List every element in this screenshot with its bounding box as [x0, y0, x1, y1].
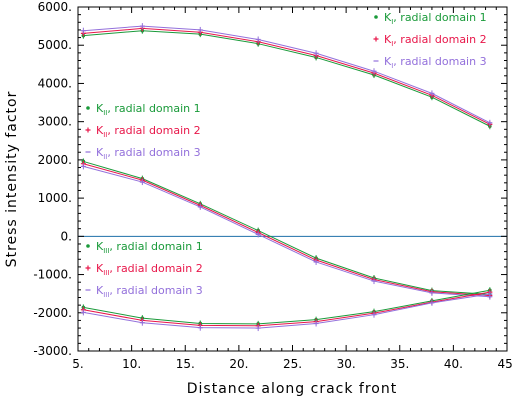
data-point [374, 15, 378, 19]
series-line [83, 160, 490, 295]
legend-label: KIII, radial domain 2 [96, 262, 203, 277]
y-tick-label: -3000. [33, 344, 72, 358]
series-line [83, 27, 491, 125]
x-tick-label: 25. [283, 357, 302, 371]
data-point [373, 36, 379, 42]
y-tick-label: -1000. [33, 268, 72, 282]
y-tick-label: 2000. [38, 153, 72, 167]
legend-entry: KIII, radial domain 1 [86, 240, 203, 255]
x-tick-label: 30. [337, 357, 356, 371]
legend-entry: KIII, radial domain 2 [85, 262, 203, 277]
y-tick-label: 0. [61, 229, 72, 243]
data-point [86, 106, 90, 110]
series-line [83, 165, 490, 298]
x-tick-label: 5. [72, 357, 83, 371]
legend-entry: KII, radial domain 2 [85, 124, 201, 139]
series-line [83, 163, 490, 297]
x-axis-ticks: 5. 10. 15. 20. 25. 30. 35. 40. 45. [72, 7, 514, 371]
x-axis-title: Distance along crack front [187, 381, 398, 397]
series-iii-3 [80, 291, 493, 332]
plot-frame [77, 6, 508, 352]
x-tick-label: 45. [497, 357, 514, 371]
data-point [85, 127, 91, 133]
legend-entry: KI, radial domain 1 [374, 11, 487, 26]
x-tick-label: 35. [390, 357, 409, 371]
legend-entry: KIII, radial domain 3 [85, 284, 203, 299]
y-tick-label: -2000. [33, 306, 72, 320]
series-line [83, 289, 490, 325]
legend-layer: KI, radial domain 1 KI, radial domain 2 KI… [85, 11, 487, 299]
y-tick-label: 6000. [38, 0, 72, 14]
series-line [83, 293, 490, 329]
y-tick-label: 3000. [38, 115, 72, 129]
legend-label: KIII, radial domain 1 [96, 240, 203, 255]
legend-entry: KII, radial domain 3 [85, 146, 201, 161]
series-layer [80, 23, 493, 332]
legend-entry: KI, radial domain 2 [373, 33, 487, 48]
x-tick-label: 40. [444, 357, 463, 371]
y-tick-label: 4000. [38, 76, 72, 90]
series-i-3 [80, 23, 493, 126]
data-point [85, 265, 91, 271]
y-tick-label: 5000. [38, 38, 72, 52]
legend-label: KIII, radial domain 3 [96, 284, 203, 299]
legend-entry: KI, radial domain 3 [373, 55, 487, 70]
y-tick-label: 1000. [38, 191, 72, 205]
legend-label: KII, radial domain 2 [96, 124, 201, 139]
legend-label: KI, radial domain 3 [384, 55, 487, 70]
legend-label: KI, radial domain 1 [384, 11, 487, 26]
series-line [83, 30, 491, 127]
y-axis-title: Stress intensity factor [4, 91, 20, 268]
legend-label: KII, radial domain 3 [96, 146, 201, 161]
series-line [83, 25, 491, 124]
legend-entry: KII, radial domain 1 [86, 102, 201, 117]
x-tick-label: 15. [176, 357, 195, 371]
legend-label: KII, radial domain 1 [96, 102, 201, 117]
legend-label: KI, radial domain 2 [384, 33, 487, 48]
data-point [86, 244, 90, 248]
y-axis-ticks: -3000. -2000. -1000. 0. 1000. 2000. 3000. 4000.… [33, 0, 507, 358]
x-tick-label: 20. [229, 357, 248, 371]
x-tick-label: 10. [122, 357, 141, 371]
series-line [83, 291, 490, 327]
